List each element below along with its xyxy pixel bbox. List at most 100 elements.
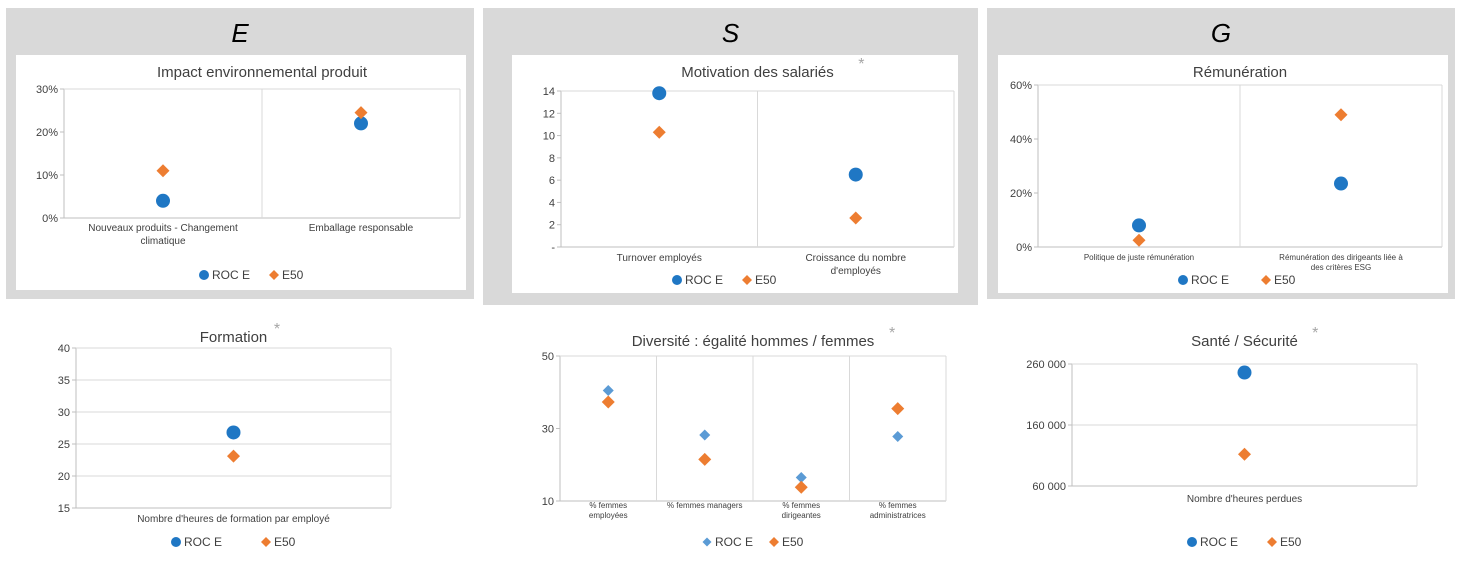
legend-marker-e50 — [1267, 537, 1277, 547]
chart-title: Rémunération — [1193, 64, 1287, 81]
legend-label: ROC E — [715, 535, 753, 549]
data-point-roc-e — [602, 384, 614, 396]
category-label: Rémunération des dirigeants liée à — [1279, 253, 1403, 262]
chart-svg: Santé / Sécurité * 60 000 160 000 260 000 Nom… — [1026, 325, 1418, 549]
chart-impact-environnemental: Impact environnemental produit 0% 10% 20% 30… — [16, 55, 466, 290]
chart-title: Formation — [200, 329, 268, 346]
chart-motivation-salaries: Motivation des salariés * - 2 4 6 8 10 12 14 Turno… — [512, 55, 958, 293]
legend-label: ROC E — [184, 535, 222, 549]
section-g-label: G — [1210, 18, 1232, 48]
y-tick-label: 6 — [549, 175, 555, 187]
y-tick-label: 15 — [58, 503, 70, 515]
data-point-roc-e — [1334, 176, 1348, 191]
category-label: administratrices — [870, 511, 926, 520]
y-tick-label: 14 — [543, 86, 555, 98]
footnote-star: * — [274, 321, 280, 338]
legend-label: E50 — [1274, 273, 1296, 287]
y-tick-label: 0% — [1016, 242, 1032, 254]
y-tick-label: 10 — [543, 131, 555, 143]
legend-label: ROC E — [212, 268, 250, 282]
category-label: % femmes — [879, 501, 917, 510]
category-label: des critères ESG — [1311, 263, 1371, 272]
y-tick-label: 4 — [549, 197, 555, 209]
data-point-roc-e — [795, 471, 807, 483]
y-tick-label: 20% — [36, 127, 58, 139]
category-label: % femmes — [782, 501, 820, 510]
y-tick-label: 60 000 — [1032, 481, 1066, 493]
data-point-e50 — [849, 211, 863, 225]
category-label: Croissance du nombre — [805, 253, 906, 264]
data-point-e50 — [601, 395, 615, 409]
data-point-roc-e — [848, 167, 863, 182]
data-point-e50 — [891, 402, 905, 416]
chart-svg: Motivation des salariés * - 2 4 6 8 10 12 14 Turno… — [543, 56, 955, 287]
y-tick-label: 35 — [58, 375, 70, 387]
legend-marker-e50 — [261, 537, 271, 547]
y-tick-label: 10 — [542, 496, 554, 508]
section-e-label: E — [231, 18, 249, 48]
y-tick-label: 8 — [549, 153, 555, 165]
category-label: Emballage responsable — [309, 223, 414, 234]
chart-svg: Rémunération 0% 20% 40% 60% Politique de just… — [1010, 64, 1443, 287]
data-point-e50 — [227, 449, 240, 463]
y-tick-label: - — [551, 242, 555, 254]
legend-marker-e50 — [769, 537, 779, 547]
legend-marker-e50 — [742, 275, 752, 285]
data-point-e50 — [698, 452, 712, 466]
category-label: Nouveaux produits - Changement — [88, 223, 238, 234]
category-label: % femmes managers — [667, 501, 743, 510]
legend-marker-roc-e — [1187, 537, 1197, 547]
category-label: climatique — [140, 236, 185, 247]
chart-title: Diversité : égalité hommes / femmes — [632, 333, 875, 350]
chart-remuneration: Rémunération 0% 20% 40% 60% Politique de just… — [998, 55, 1448, 293]
legend-label: ROC E — [685, 273, 723, 287]
y-tick-label: 20% — [1010, 188, 1032, 200]
category-label: dirigeantes — [782, 511, 821, 520]
chart-title: Santé / Sécurité — [1191, 333, 1298, 350]
footnote-star: * — [889, 325, 895, 342]
legend-marker-roc-e — [171, 537, 181, 547]
legend-label: E50 — [1280, 535, 1302, 549]
data-point-roc-e — [892, 430, 904, 442]
section-s-label: S — [721, 18, 740, 48]
category-label: Nombre d'heures de formation par employé — [137, 514, 330, 525]
legend-label: ROC E — [1200, 535, 1238, 549]
legend-marker-roc-e — [702, 537, 712, 547]
legend-label: E50 — [274, 535, 296, 549]
y-tick-label: 0% — [42, 213, 58, 225]
legend-label: E50 — [282, 268, 304, 282]
y-tick-label: 30% — [36, 84, 58, 96]
legend-marker-roc-e — [1178, 275, 1188, 285]
y-tick-label: 40 — [58, 343, 70, 355]
category-label: d'employés — [831, 266, 881, 277]
chart-formation: Formation * 15 20 25 30 35 40 Nombre d'heures de… — [8, 316, 463, 561]
data-point-e50 — [354, 106, 368, 120]
data-point-e50 — [794, 480, 808, 494]
category-label: Politique de juste rémunération — [1084, 253, 1194, 262]
chart-title: Motivation des salariés — [681, 64, 834, 81]
y-tick-label: 260 000 — [1026, 359, 1066, 371]
y-tick-label: 50 — [542, 351, 554, 363]
data-point-roc-e — [354, 116, 368, 131]
chart-svg: Diversité : égalité hommes / femmes * 10 30… — [542, 325, 947, 549]
data-point-roc-e — [699, 429, 711, 441]
y-tick-label: 30 — [58, 407, 70, 419]
data-point-roc-e — [156, 193, 170, 208]
legend-marker-e50 — [1261, 275, 1271, 285]
chart-diversite: Diversité : égalité hommes / femmes * 10 30… — [512, 316, 958, 561]
y-tick-label: 160 000 — [1026, 420, 1066, 432]
legend-label: E50 — [755, 273, 777, 287]
data-point-e50 — [1334, 108, 1348, 122]
y-tick-label: 30 — [542, 424, 554, 436]
footnote-star: * — [858, 56, 864, 73]
y-tick-label: 12 — [543, 108, 555, 120]
data-point-e50 — [1132, 233, 1146, 247]
footnote-star: * — [1312, 325, 1318, 342]
chart-svg: Formation * 15 20 25 30 35 40 Nombre d'heures de… — [58, 321, 392, 549]
legend-marker-roc-e — [672, 275, 682, 285]
chart-sante-securite: Santé / Sécurité * 60 000 160 000 260 000 Nom… — [1000, 316, 1447, 561]
y-tick-label: 40% — [1010, 134, 1032, 146]
y-tick-label: 25 — [58, 439, 70, 451]
legend-label: E50 — [782, 535, 804, 549]
data-point-e50 — [1238, 447, 1251, 461]
